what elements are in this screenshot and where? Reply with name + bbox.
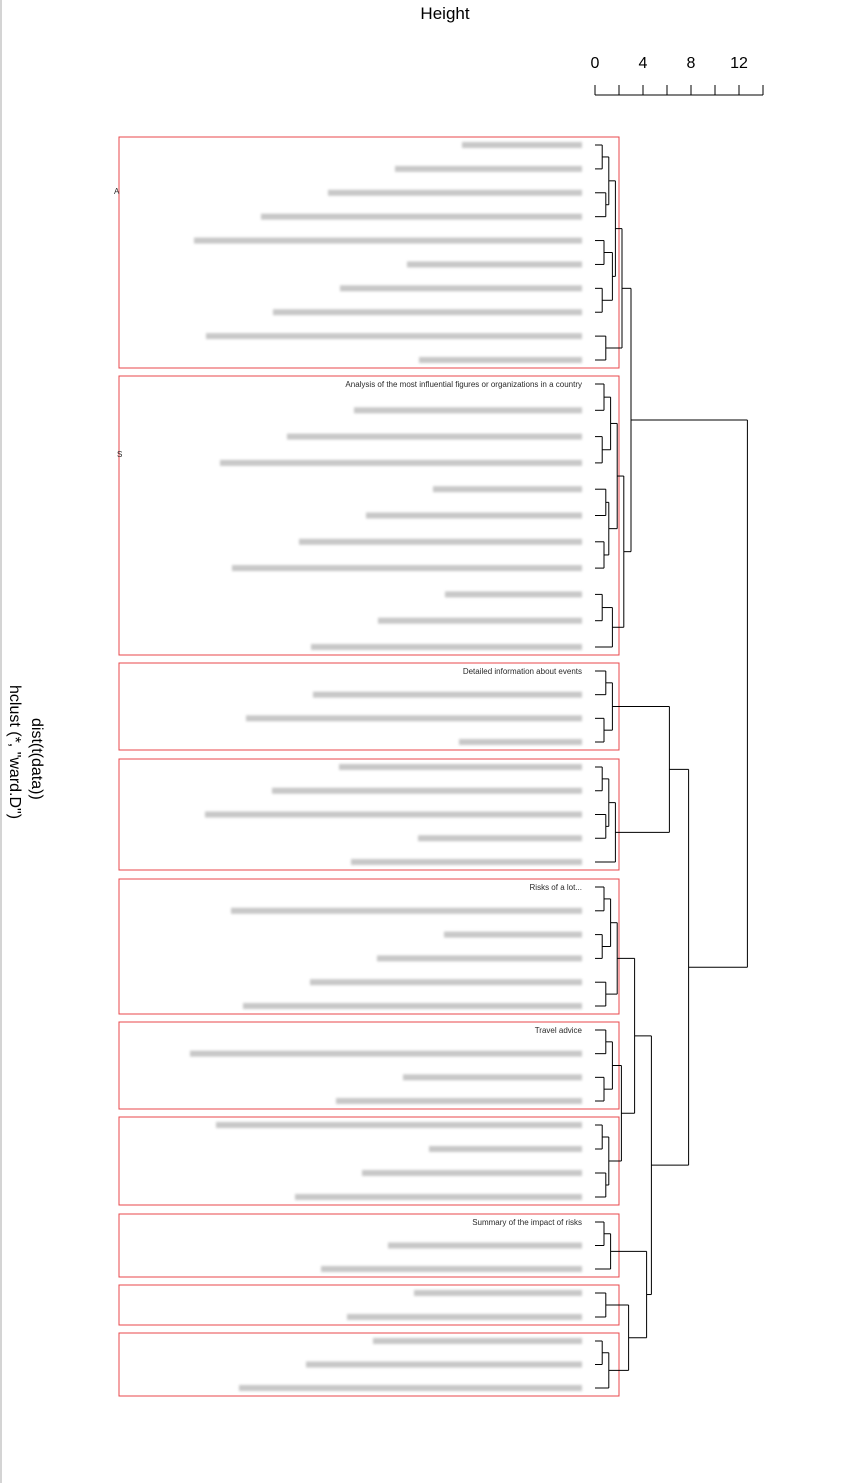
leaf-label-blurred: [311, 644, 582, 650]
leaf-label-blurred: [407, 261, 582, 268]
leaf-label-blurred: [243, 1003, 582, 1009]
leaf-label-blurred: [351, 859, 582, 865]
leaf-label: Detailed information about events: [463, 667, 582, 676]
leaf-label-fragment: S: [117, 450, 122, 459]
leaf-label-blurred: [378, 617, 582, 624]
leaf-label-blurred: [388, 1242, 582, 1249]
cluster-box: [118, 1116, 620, 1206]
leaf-label-blurred: [206, 333, 582, 340]
leaf-label-blurred: [340, 285, 582, 292]
leaf-label-blurred: [190, 1050, 582, 1057]
leaf-label-blurred: [231, 907, 582, 914]
cluster-box: [118, 878, 620, 1015]
leaf-label-blurred: [433, 486, 582, 493]
leaf-label-blurred: [194, 237, 582, 244]
axis-tick-label: 12: [730, 55, 748, 72]
leaf-label-blurred: [205, 811, 582, 818]
cluster-box: [118, 375, 620, 656]
leaf-label-blurred: [347, 1314, 582, 1320]
leaf-label-blurred: [310, 979, 582, 986]
leaf-label-blurred: [377, 955, 582, 962]
cluster-box: [118, 1021, 620, 1110]
cluster-box: [118, 1213, 620, 1278]
leaf-label-blurred: [246, 715, 582, 722]
leaf-label-blurred: [220, 459, 582, 466]
cluster-boxes: [118, 136, 620, 1397]
leaf-labels: Analysis of the most influential figures…: [114, 142, 583, 1391]
leaf-label-blurred: [273, 309, 582, 316]
leaf-label-blurred: [403, 1074, 582, 1081]
leaf-label-blurred: [313, 691, 582, 698]
leaf-label-blurred: [295, 1194, 582, 1200]
axis-title: Height: [420, 4, 470, 23]
leaf-label-blurred: [287, 433, 582, 440]
leaf-label-blurred: [429, 1146, 582, 1152]
leaf-label-blurred: [299, 538, 582, 545]
leaf-label-blurred: [418, 835, 582, 842]
leaf-label-blurred: [336, 1098, 582, 1104]
leaf-label-blurred: [362, 1170, 582, 1176]
leaf-label-blurred: [354, 407, 582, 414]
leaf-label-blurred: [395, 165, 582, 172]
leaf-label-blurred: [414, 1290, 582, 1296]
leaf-label: Travel advice: [535, 1026, 583, 1035]
leaf-label: Summary of the impact of risks: [472, 1218, 582, 1227]
leaf-label: Analysis of the most influential figures…: [345, 380, 582, 389]
axis-tick-label: 0: [591, 55, 600, 72]
leaf-label-fragment: A: [114, 187, 120, 196]
leaf-label-blurred: [216, 1122, 582, 1128]
leaf-label-blurred: [444, 931, 582, 938]
leaf-label-blurred: [339, 764, 582, 770]
leaf-label-blurred: [366, 512, 582, 519]
left-frame-border: [0, 0, 2, 1483]
leaf-label-blurred: [328, 189, 582, 196]
axis-tick-label: 4: [639, 55, 648, 72]
leaf-label-blurred: [272, 787, 582, 794]
cluster-box: [118, 758, 620, 871]
leaf-label-blurred: [232, 565, 582, 572]
height-axis: 0 4 8 12: [591, 55, 764, 96]
axis-tick-label: 8: [687, 55, 696, 72]
leaf-label-blurred: [459, 739, 582, 745]
cluster-box: [118, 1332, 620, 1397]
leaf-label: Risks of a lot...: [530, 883, 582, 892]
leaf-label-blurred: [462, 142, 582, 148]
leaf-label-blurred: [373, 1338, 582, 1344]
leaf-label-blurred: [239, 1385, 582, 1391]
cluster-box: [118, 136, 620, 369]
leaf-label-blurred: [445, 591, 582, 598]
leaf-label-blurred: [419, 357, 582, 363]
leaf-label-blurred: [306, 1361, 582, 1368]
leaf-label-blurred: [321, 1266, 582, 1272]
cluster-box: [118, 662, 620, 751]
leaf-label-blurred: [261, 213, 582, 220]
dendrogram-branches: [595, 144, 748, 1389]
